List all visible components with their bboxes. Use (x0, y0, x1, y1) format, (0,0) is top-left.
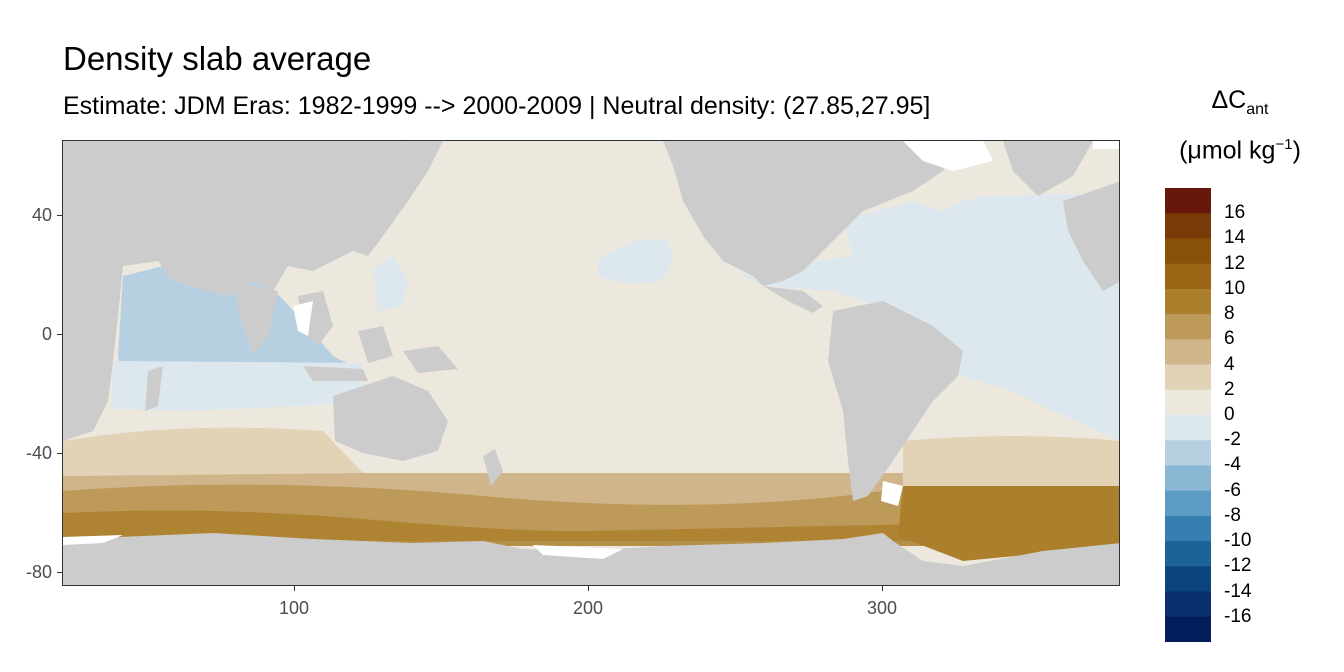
legend-swatch (1165, 188, 1211, 214)
legend-title-symbol: ΔC (1211, 86, 1247, 114)
legend-swatch (1165, 541, 1211, 567)
legend-swatch (1165, 339, 1211, 366)
y-tick-label: -80 (25, 562, 52, 582)
x-tick-mark (588, 586, 589, 591)
atlantic-ocean-negative (743, 193, 1119, 441)
legend-swatch (1165, 515, 1211, 542)
missing-arctic (1093, 141, 1119, 149)
europe-africa-east-land (1063, 181, 1119, 291)
missing-bay-of-bengal (293, 301, 313, 336)
south-america-land (828, 301, 963, 501)
legend-label: 14 (1224, 227, 1246, 249)
legend-swatch (1165, 314, 1211, 340)
legend-swatch (1165, 288, 1211, 315)
central-america-land (763, 286, 823, 313)
legend-swatch (1165, 591, 1211, 618)
australia-land (333, 376, 448, 461)
legend-label: -2 (1224, 429, 1241, 451)
y-tick-label: 40 (31, 205, 52, 225)
legend-label: -16 (1224, 605, 1252, 627)
chart-subtitle: Estimate: JDM Eras: 1982-1999 --> 2000-2… (63, 92, 931, 120)
legend-label: -6 (1224, 479, 1241, 501)
legend-label: 2 (1224, 378, 1235, 400)
legend-swatch (1165, 415, 1211, 441)
y-tick-label: -40 (25, 443, 52, 463)
missing-ross (533, 545, 623, 559)
legend-swatch (1165, 490, 1211, 517)
legend-label: 4 (1224, 353, 1235, 375)
y-tick-label: 0 (41, 324, 52, 344)
y-tick-mark (57, 572, 62, 573)
x-tick-mark (882, 586, 883, 591)
ocean-map (63, 141, 1119, 585)
x-tick-label: 200 (572, 598, 604, 618)
indian-south-band (63, 427, 363, 476)
legend-label: 12 (1224, 252, 1246, 274)
legend-unit-open: (μmol kg (1179, 136, 1276, 165)
atlantic-south-band (903, 436, 1119, 486)
missing-hudson (903, 141, 993, 171)
x-tick-mark (294, 586, 295, 591)
legend-label: -4 (1224, 454, 1241, 476)
legend-swatch (1165, 440, 1211, 466)
legend-swatch (1165, 364, 1211, 391)
new-zealand-land (483, 449, 503, 486)
legend-swatch (1165, 263, 1211, 290)
indian-equatorial-band (113, 361, 363, 411)
y-tick-mark (57, 334, 62, 335)
legend-swatch (1165, 616, 1211, 642)
legend-swatch (1165, 238, 1211, 265)
antarctica-land (63, 533, 1119, 585)
legend-label: 16 (1224, 202, 1246, 224)
legend-label: -10 (1224, 530, 1252, 552)
y-tick-mark (57, 215, 62, 216)
missing-antarctic-edge (63, 535, 123, 545)
new-guinea-land (403, 346, 458, 373)
legend-unit: (μmol kg−1) (1160, 136, 1320, 165)
legend-colorbar (1165, 188, 1211, 642)
x-tick-label: 300 (866, 598, 898, 618)
greenland-land (1003, 141, 1093, 196)
map-panel (62, 140, 1120, 586)
legend-unit-close: ) (1292, 136, 1301, 165)
missing-data (63, 141, 1119, 559)
legend-label: -12 (1224, 555, 1252, 577)
legend-swatch (1165, 465, 1211, 492)
x-tick-label: 100 (278, 598, 310, 618)
legend-label: 0 (1224, 404, 1235, 425)
africa-asia-land (63, 141, 403, 441)
legend-label: 6 (1224, 328, 1235, 350)
legend-label: 10 (1224, 277, 1246, 299)
madagascar-land (145, 366, 163, 411)
legend-unit-sup: −1 (1275, 136, 1293, 153)
legend-label: -8 (1224, 504, 1241, 526)
legend-title: ΔCant (1180, 86, 1300, 119)
borneo-land (358, 326, 393, 363)
india-land (233, 281, 278, 356)
southern-band-8 (63, 510, 1119, 546)
legend-swatch (1165, 566, 1211, 593)
north-america-land (663, 141, 963, 286)
legend-swatch (1165, 389, 1211, 416)
sumatra-java-land (303, 366, 368, 381)
chart-title: Density slab average (63, 40, 372, 77)
y-tick-mark (57, 453, 62, 454)
north-pacific-patch (598, 239, 672, 284)
weddell-band (898, 477, 1119, 561)
missing-drake (881, 481, 903, 506)
legend-title-subscript: ant (1246, 101, 1269, 118)
south-china-sea (373, 256, 408, 311)
legend-label: 8 (1224, 303, 1235, 325)
east-asia-land (353, 141, 443, 256)
legend-swatch (1165, 213, 1211, 239)
legend-label: -14 (1224, 580, 1252, 602)
